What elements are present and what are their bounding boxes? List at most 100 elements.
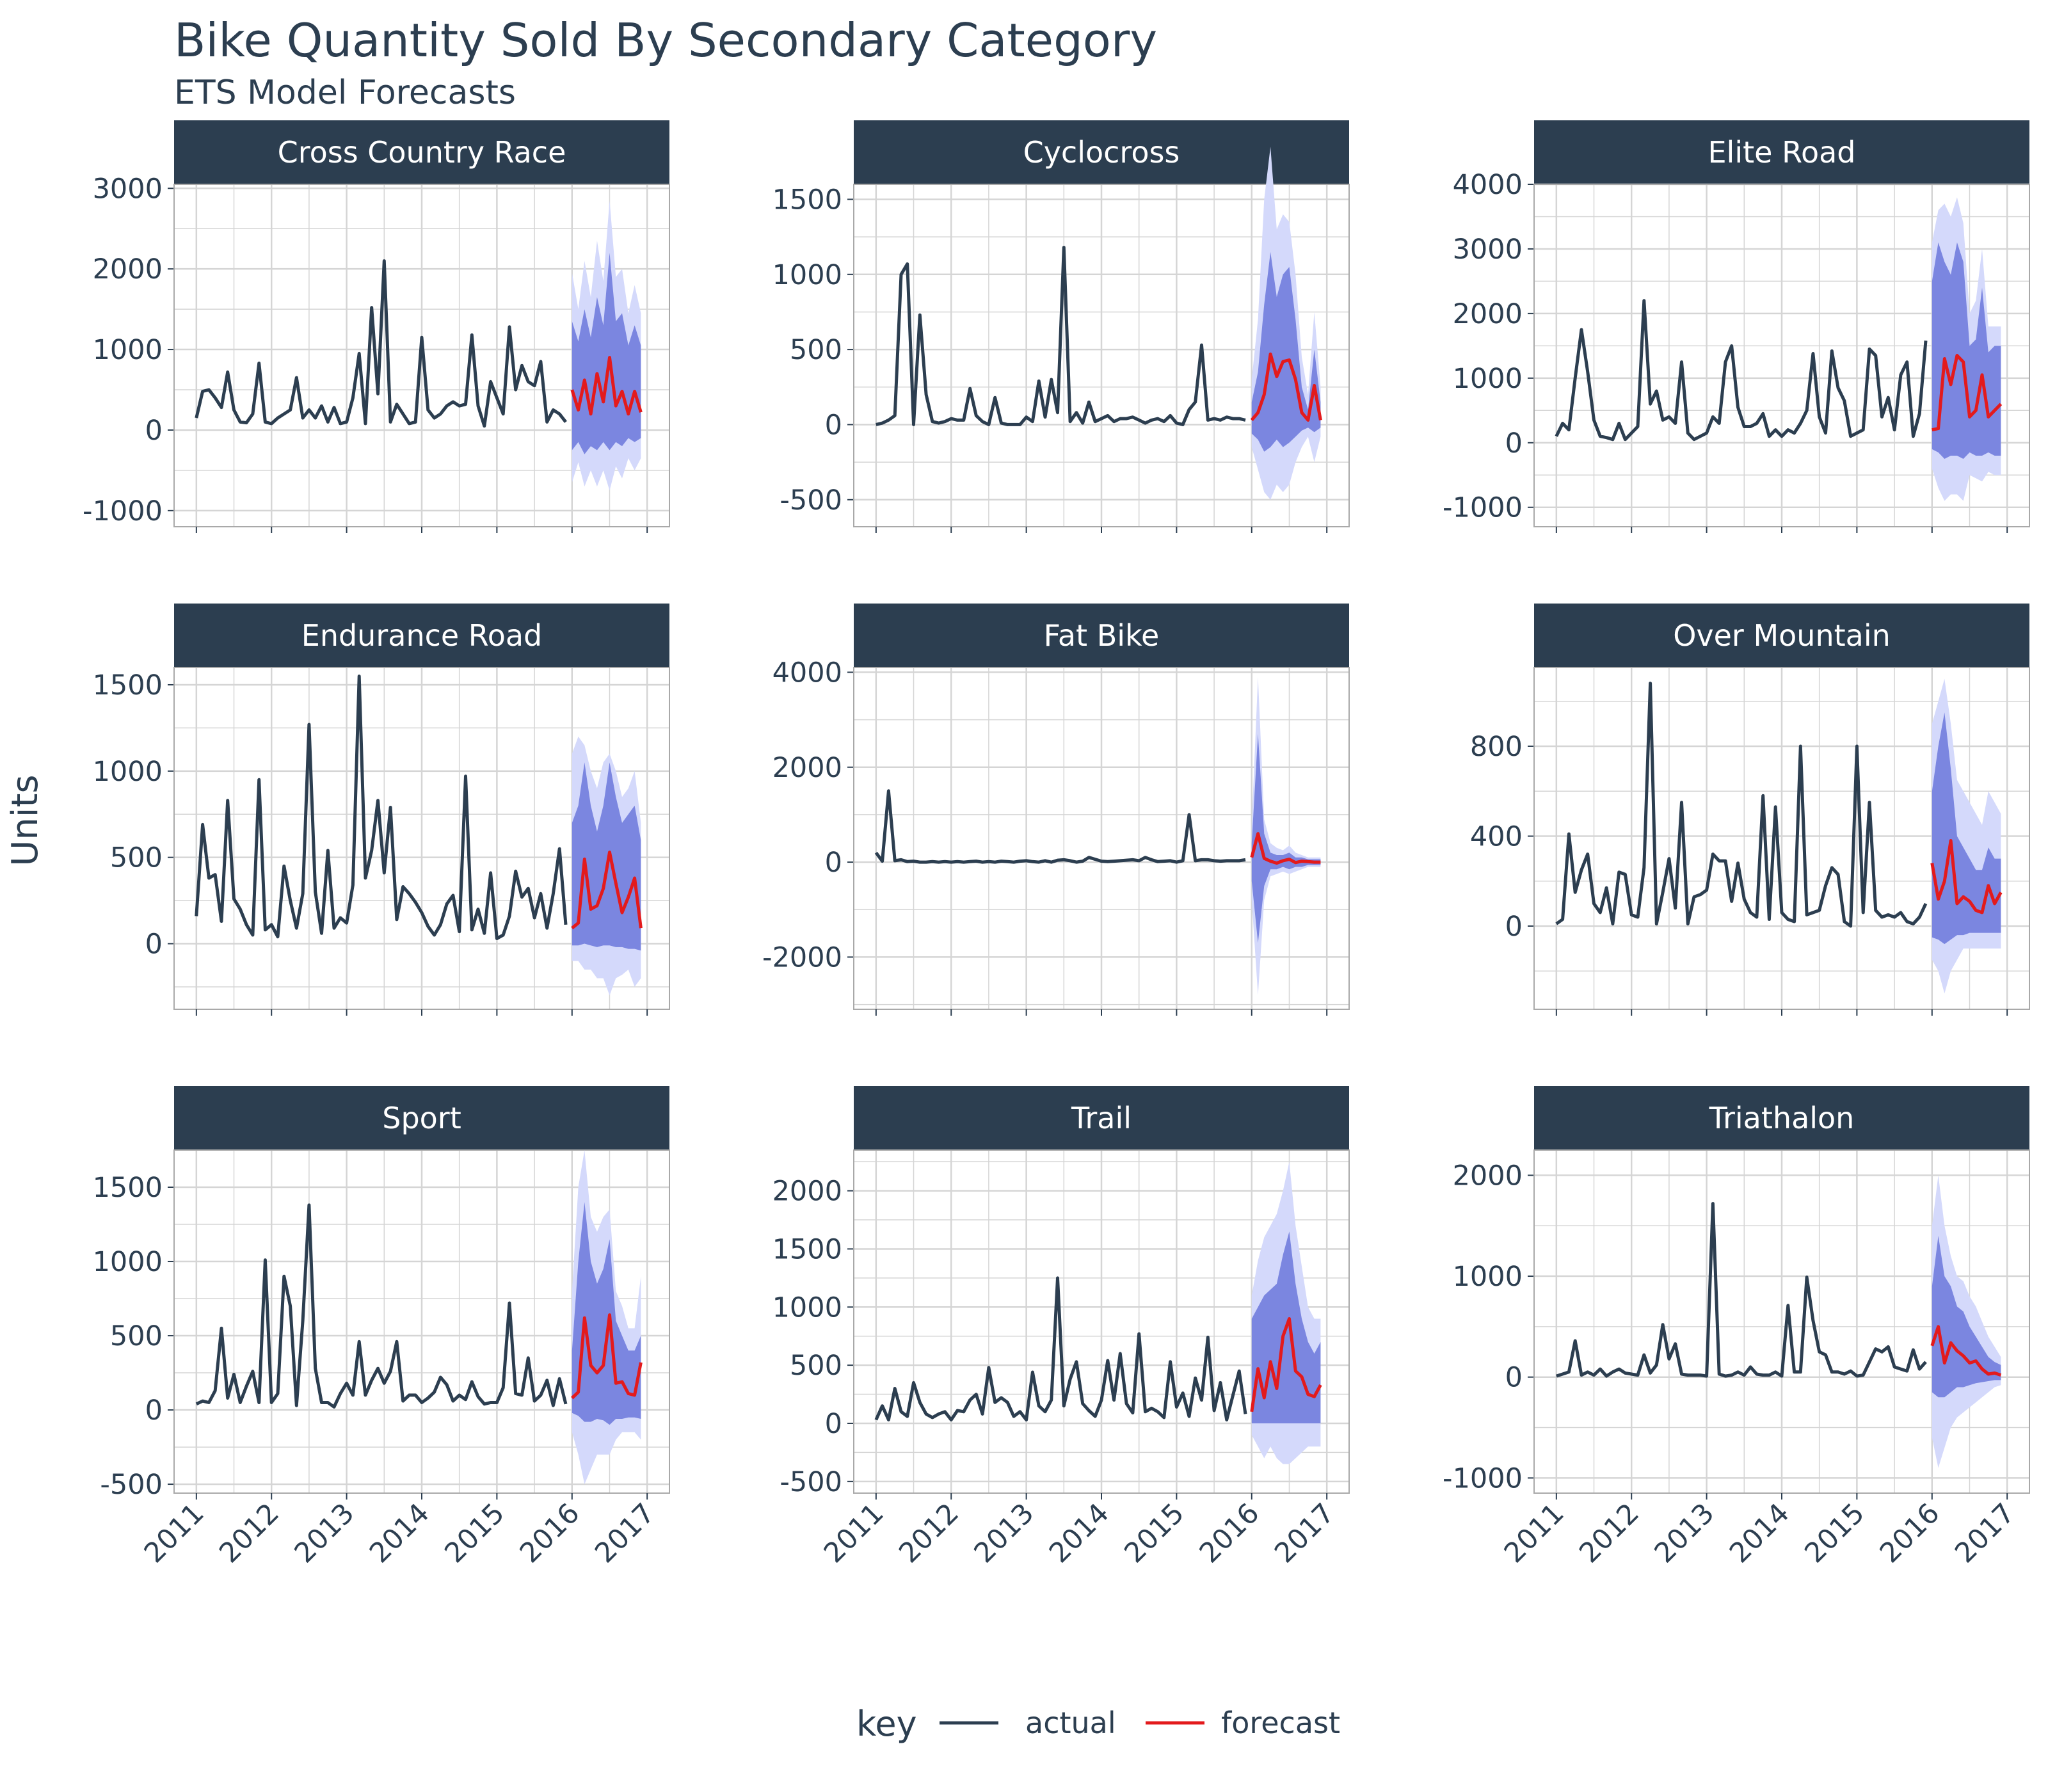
x-tick-label: 2012 — [1573, 1497, 1645, 1569]
actual-series-line — [874, 789, 1246, 864]
actual-series-line — [1555, 682, 1928, 928]
y-tick-label: 1000 — [1453, 1261, 1523, 1293]
x-tick-label: 2014 — [1043, 1497, 1116, 1569]
chart-title: Bike Quantity Sold By Secondary Category — [174, 13, 1157, 67]
y-tick-label: -500 — [780, 1466, 842, 1498]
x-tick-label: 2017 — [1949, 1497, 2021, 1569]
panel-strip — [174, 1086, 669, 1150]
forecast-series-line — [1250, 1317, 1322, 1412]
x-tick-label: 2013 — [1649, 1497, 1721, 1569]
x-tick-label: 2017 — [589, 1497, 661, 1569]
x-tick-label: 2011 — [818, 1497, 890, 1569]
y-tick-label: 3000 — [1453, 234, 1523, 266]
panel-strip — [1534, 120, 2029, 184]
y-tick-label: -1000 — [83, 495, 163, 527]
panel-strip — [174, 120, 669, 184]
y-tick-label: 1000 — [772, 1292, 842, 1324]
y-tick-label: 2000 — [772, 1176, 842, 1208]
forecast-80-band — [1932, 712, 2001, 945]
y-tick-label: -500 — [100, 1469, 163, 1501]
x-tick-label: 2012 — [213, 1497, 285, 1569]
y-tick-label: -1000 — [1443, 1462, 1523, 1494]
legend-forecast-label: forecast — [1221, 1706, 1340, 1740]
forecast-series-line — [1932, 354, 2003, 432]
x-tick-label: 2015 — [438, 1497, 511, 1569]
panel-title: Sport — [382, 1101, 461, 1135]
panel-strip — [854, 120, 1349, 184]
panel-strip — [1534, 1086, 2029, 1150]
x-tick-label: 2014 — [1724, 1497, 1796, 1569]
y-tick-label: 1000 — [1453, 363, 1523, 395]
y-tick-label: 1000 — [772, 259, 842, 291]
forecast-series-line — [1250, 352, 1322, 422]
y-tick-label: 3000 — [93, 173, 163, 205]
x-tick-label: 2016 — [514, 1497, 586, 1569]
panel-strip — [1534, 604, 2029, 668]
panel-endurance-road: Endurance Road 0 500 1000 1500 — [93, 604, 670, 1016]
forecast-80-band — [1251, 252, 1321, 452]
y-tick-label: 2000 — [93, 253, 163, 285]
panel-title: Elite Road — [1708, 135, 1855, 170]
y-tick-label: 0 — [145, 415, 163, 447]
y-tick-label: 0 — [145, 929, 163, 961]
panel-strip — [854, 604, 1349, 668]
y-tick-label: 1500 — [772, 1233, 842, 1265]
y-tick-label: 1500 — [772, 184, 842, 216]
y-tick-label: -500 — [780, 484, 842, 516]
y-tick-label: 500 — [790, 1350, 842, 1382]
panel-title: Trail — [1071, 1101, 1132, 1135]
actual-series-line — [876, 246, 1246, 426]
forecast-series-line — [1930, 1325, 2002, 1377]
panel-cross-country-race: Cross Country Race -1000 0 1000 2000 3000 — [83, 120, 670, 533]
y-tick-label: 4000 — [772, 657, 842, 689]
panel-strip — [854, 1086, 1349, 1150]
panel-title: Cross Country Race — [278, 135, 566, 170]
y-tick-label: 500 — [790, 334, 842, 366]
y-tick-label: 0 — [1505, 911, 1523, 943]
y-tick-label: 2000 — [772, 752, 842, 784]
y-tick-label: 0 — [825, 409, 842, 441]
y-tick-label: 1500 — [93, 669, 163, 701]
x-tick-label: 2012 — [893, 1497, 965, 1569]
actual-series-line — [1555, 299, 1928, 442]
actual-series-line — [195, 259, 567, 428]
y-tick-label: 400 — [1470, 820, 1523, 852]
y-tick-label: 2000 — [1453, 1160, 1523, 1192]
forecast-95-band — [1251, 676, 1321, 995]
y-tick-label: 800 — [1470, 731, 1523, 763]
y-tick-label: 1000 — [93, 1246, 163, 1278]
panel-triathalon: Triathalon -1000 0 1000 2000 2011 2012 2013 2014… — [1443, 1086, 2030, 1569]
y-tick-label: 1500 — [93, 1172, 163, 1204]
panel-title: Over Mountain — [1673, 618, 1891, 653]
forecast-series-line — [571, 851, 643, 930]
facet-panels: Cross Country Race -1000 0 1000 2000 3000 Cycl… — [83, 120, 2030, 1569]
forecast-80-band — [1251, 733, 1321, 943]
x-tick-label: 2013 — [968, 1497, 1041, 1569]
chart-subtitle: ETS Model Forecasts — [174, 74, 516, 112]
actual-series-line — [874, 1276, 1247, 1421]
x-tick-label: 2016 — [1194, 1497, 1266, 1569]
y-tick-label: -1000 — [1443, 492, 1523, 524]
x-tick-label: 2017 — [1268, 1497, 1341, 1569]
panel-title: Triathalon — [1709, 1101, 1855, 1135]
panel-elite-road: Elite Road -1000 0 1000 2000 3000 4000 — [1443, 120, 2030, 533]
y-tick-label: 0 — [825, 1408, 842, 1440]
panel-title: Fat Bike — [1044, 618, 1160, 653]
forecast-series-line — [1930, 839, 2003, 915]
panel-cyclocross: Cyclocross -500 0 500 1000 1500 — [772, 120, 1350, 533]
x-tick-label: 2013 — [289, 1497, 361, 1569]
panel-title: Endurance Road — [301, 618, 542, 653]
y-tick-label: 0 — [825, 847, 842, 879]
forecast-80-band — [1932, 242, 2001, 459]
x-tick-label: 2011 — [138, 1497, 211, 1569]
y-tick-label: 500 — [110, 1320, 163, 1352]
x-tick-label: 2011 — [1498, 1497, 1571, 1569]
y-tick-label: 1000 — [93, 334, 163, 366]
y-tick-label: -2000 — [762, 941, 842, 973]
y-tick-label: 0 — [145, 1395, 163, 1427]
x-tick-label: 2016 — [1874, 1497, 1946, 1569]
legend: key actual forecast — [856, 1704, 1340, 1744]
y-tick-label: 0 — [1505, 1362, 1523, 1394]
